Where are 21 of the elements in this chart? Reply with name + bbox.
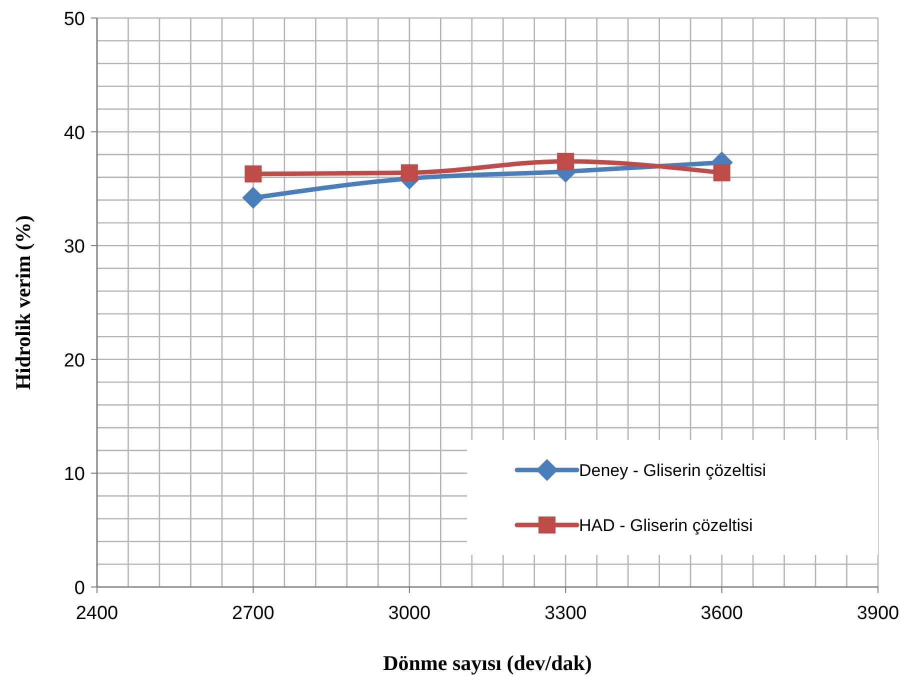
point	[242, 186, 264, 209]
y-tick-label: 50	[64, 9, 85, 30]
y-tick-label: 30	[64, 236, 85, 258]
y-tick-label: 40	[64, 122, 85, 144]
y-tick-label: 10	[64, 464, 85, 486]
y-axis-title: Hidrolik verim (%)	[11, 215, 35, 390]
point	[713, 164, 730, 182]
x-tick-label: 2700	[232, 603, 274, 624]
x-tick-label: 3000	[388, 603, 431, 624]
x-tick-label: 3900	[856, 603, 900, 624]
point	[557, 152, 574, 170]
legend-label: Deney - Gliserin çözeltisi	[579, 461, 766, 480]
point	[244, 165, 262, 182]
x-tick-label: 2400	[76, 603, 118, 624]
x-tick-label: 3300	[544, 603, 587, 624]
legend-label: HAD - Gliserin çözeltisi	[579, 516, 753, 535]
x-axis-title: Dönme sayısı (dev/dak)	[383, 651, 592, 675]
x-tick-label: 3600	[700, 603, 743, 624]
y-tick-label: 20	[64, 350, 85, 372]
y-tick-label: 0	[74, 578, 85, 599]
point	[400, 164, 418, 182]
